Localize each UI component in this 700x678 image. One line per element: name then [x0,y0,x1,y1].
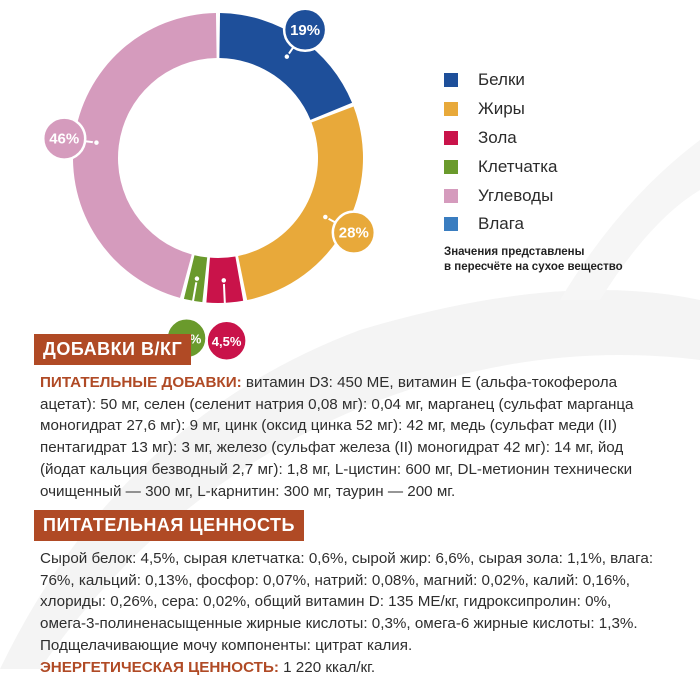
legend-label: Белки [478,70,525,90]
note-line-2: в пересчёте на сухое вещество [444,261,623,273]
slice-fat [238,106,363,301]
callout-dot [220,276,228,285]
callout-dot [321,213,330,221]
legend-swatch [444,130,458,145]
legend-item-fiber: Клетчатка [444,152,558,181]
legend-item-fat: Жиры [444,95,558,124]
slice-carbs [72,13,217,298]
legend-label: Клетчатка [478,156,558,176]
legend-item-carbs: Углеводы [444,181,558,210]
legend-label: Зола [478,127,517,147]
legend-label: Углеводы [478,185,554,205]
energy-lead: ЭНЕРГЕТИЧЕСКАЯ ЦЕННОСТЬ: [40,658,279,676]
legend-label: Влага [478,214,524,234]
slice-protein [219,13,353,120]
chart-legend: Белки Жиры Зола Клетчатка Углеводы Влага [444,66,558,239]
legend-swatch [444,188,458,203]
data-label-fat: 28% [339,225,369,242]
energy-text: 1 220 ккал/кг. [278,658,376,676]
additives-lead: ПИТАТЕЛЬНЫЕ ДОБАВКИ: [40,374,242,391]
note-line-1: Значения представлены [444,246,585,258]
callout-bubble-fat [331,210,377,255]
additives-text: витамин D3: 450 МЕ, витамин Е (альфа-ток… [40,374,634,500]
legend-swatch [444,102,458,117]
callout-dot [283,52,291,61]
additives-paragraph: ПИТАТЕЛЬНЫЕ ДОБАВКИ: витамин D3: 450 МЕ,… [40,372,670,502]
legend-label: Жиры [478,99,525,119]
legend-swatch [444,73,458,88]
callout-dot [92,138,101,147]
additives-heading: ДОБАВКИ В/КГ [34,334,192,365]
callout-bubble-carbs [41,116,87,161]
nutrition-heading: ПИТАТЕЛЬНАЯ ЦЕННОСТЬ [34,510,304,541]
data-label-ash: 4,5% [212,334,242,349]
data-label-protein: 19% [290,22,320,39]
dry-matter-note: Значения представлены в пересчёте на сух… [444,245,623,275]
legend-item-moisture: Влага [444,210,558,239]
nutrition-paragraph: Сырой белок: 4,5%, сырая клетчатка: 0,6%… [40,548,670,678]
nutrition-text: Сырой белок: 4,5%, сырая клетчатка: 0,6%… [40,550,654,654]
legend-item-protein: Белки [444,66,558,95]
callout-dot [193,274,201,283]
legend-swatch [444,217,458,232]
data-label-carbs: 46% [49,131,79,148]
legend-swatch [444,159,458,174]
callout-bubble-protein [282,7,328,53]
legend-item-ash: Зола [444,124,558,153]
